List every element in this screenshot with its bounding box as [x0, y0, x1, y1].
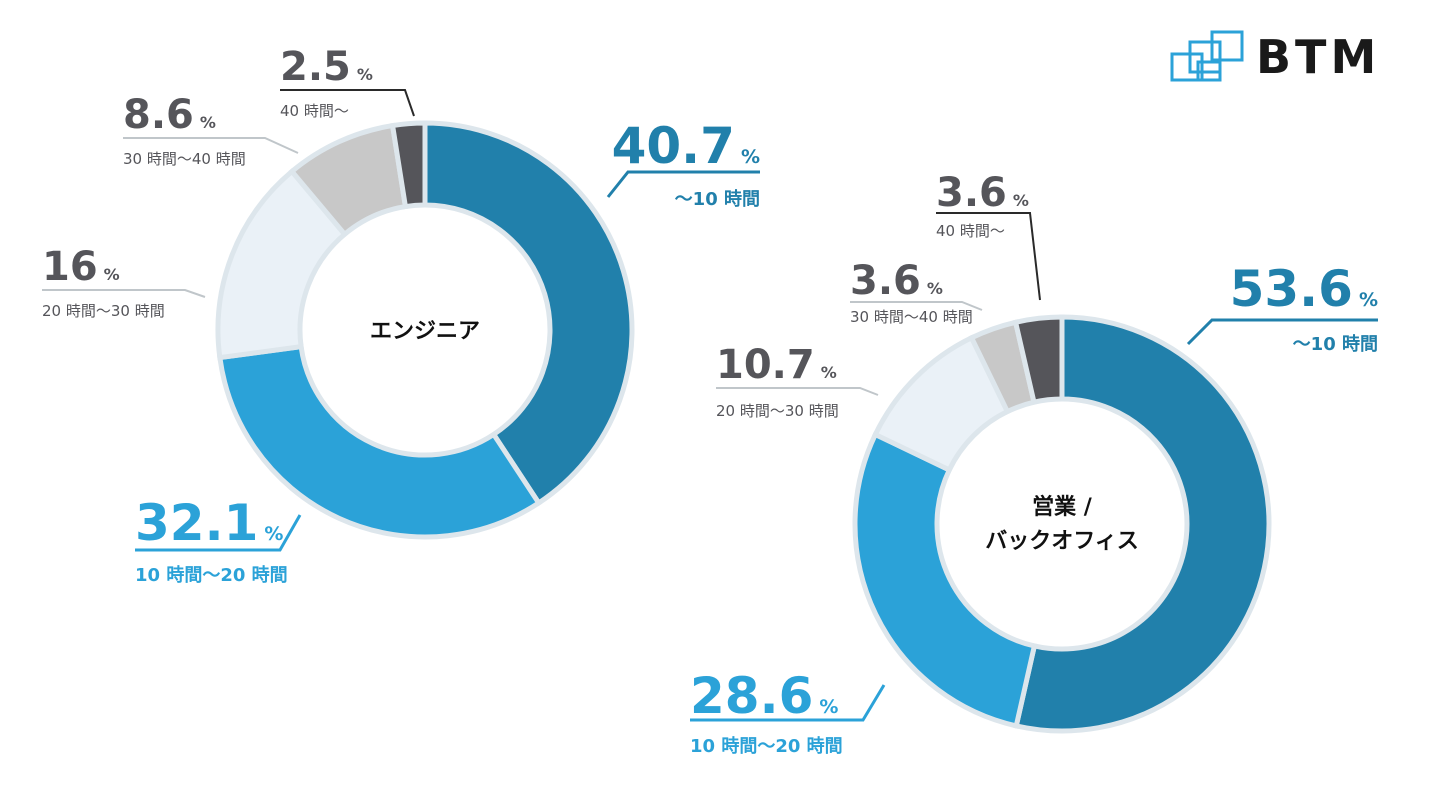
data-label-value: 16	[42, 244, 98, 290]
data-label: 16%	[42, 244, 120, 290]
data-label: 40.7%	[612, 117, 760, 175]
donut-slice	[852, 431, 1038, 729]
btm-logo-text: BTM	[1256, 30, 1381, 84]
donut-chart-2: 営業 / バックオフィス 53.6 % 〜10 時間 28.6 % 10 時間〜20 時間 10…	[690, 170, 1378, 757]
data-label-value: 8.6	[123, 92, 194, 138]
category-label: 〜10 時間	[675, 189, 760, 210]
donut-slice	[1012, 314, 1065, 406]
data-label-value: 3.6	[850, 258, 921, 304]
leader-line	[850, 301, 983, 311]
leader-line	[135, 514, 302, 552]
data-label-unit: %	[200, 113, 216, 132]
donut-center-title: 営業 /	[1032, 494, 1093, 520]
data-label-unit: %	[819, 696, 838, 718]
data-label-value: 28.6	[690, 667, 813, 725]
donut-slice	[1013, 314, 1272, 734]
leader-line	[280, 89, 415, 117]
category-label: 30 時間〜40 時間	[123, 150, 246, 168]
data-label-value: 2.5	[280, 44, 351, 90]
data-label-unit: %	[927, 279, 943, 298]
data-label: 3.6%	[850, 258, 943, 304]
leader-line	[936, 212, 1041, 301]
btm-logo: BTM	[1168, 28, 1408, 88]
data-label: 10.7%	[716, 342, 837, 388]
data-label-value: 40.7	[612, 117, 735, 175]
donut-slice	[389, 120, 428, 210]
donut-slice	[422, 120, 635, 507]
data-label-unit: %	[264, 523, 283, 545]
data-label-unit: %	[741, 146, 760, 168]
data-label: 32.1%	[135, 494, 283, 552]
leader-line	[716, 387, 879, 396]
leader-line	[690, 684, 886, 722]
category-label: 〜10 時間	[1293, 334, 1378, 355]
category-label: 20 時間〜30 時間	[716, 402, 839, 420]
category-label: 40 時間〜	[936, 222, 1005, 240]
donut-center-title: バックオフィス	[985, 529, 1139, 554]
data-label-value: 10.7	[716, 342, 815, 388]
leader-line	[1186, 318, 1378, 346]
data-label-unit: %	[1013, 191, 1029, 210]
category-label: 10 時間〜20 時間	[135, 565, 288, 586]
category-label: 30 時間〜40 時間	[850, 308, 973, 326]
donut-slice	[217, 343, 543, 540]
data-label: 2.5%	[280, 44, 373, 90]
category-label: 10 時間〜20 時間	[690, 736, 843, 757]
data-label-value: 3.6	[936, 170, 1007, 216]
leader-line	[606, 170, 760, 198]
data-label: 28.6%	[690, 667, 838, 725]
data-label-unit: %	[357, 65, 373, 84]
data-label-unit: %	[1359, 289, 1378, 311]
data-label-unit: %	[104, 265, 120, 284]
category-label: 20 時間〜30 時間	[42, 302, 165, 320]
donut-chart-1: エンジニア 40.7 % 〜10 時間 32.1 % 10 時間〜20 時間 16 % 20 時間…	[42, 44, 760, 586]
btm-logo-mark-icon	[1170, 30, 1244, 82]
leader-line	[123, 137, 299, 154]
data-label: 8.6%	[123, 92, 216, 138]
data-label-unit: %	[821, 363, 837, 382]
data-label: 3.6%	[936, 170, 1029, 216]
data-label-value: 53.6	[1230, 260, 1353, 318]
donut-center-title: エンジニア	[370, 319, 480, 344]
leader-line	[42, 289, 206, 298]
category-label: 40 時間〜	[280, 102, 349, 120]
data-label-value: 32.1	[135, 494, 258, 552]
data-label: 53.6%	[1230, 260, 1378, 318]
